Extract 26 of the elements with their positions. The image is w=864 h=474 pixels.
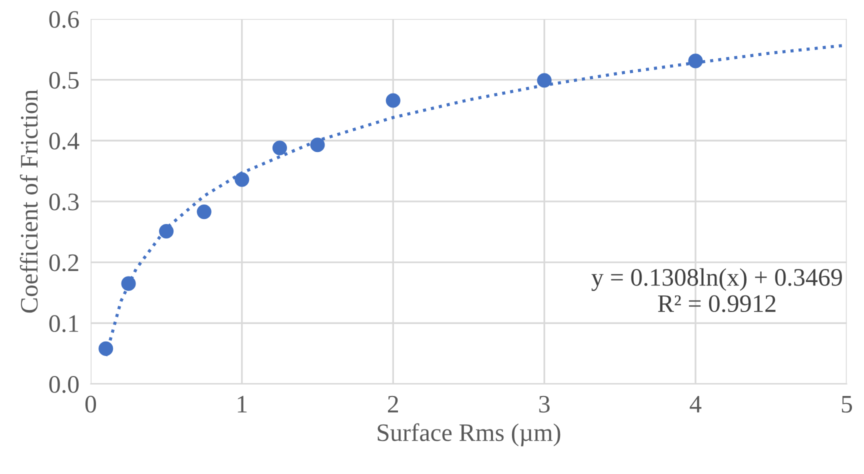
x-tick-label: 4 [690,396,702,412]
point [234,172,250,187]
point [310,138,325,152]
x-tick-label: 3 [539,396,550,413]
x-tick-label: 1 [238,396,247,412]
y-tick-label: 0.2 [49,254,78,272]
y-tick-label: 0.4 [49,132,80,150]
x-axis-title: Surface Rms (µm) [378,423,560,446]
y-tick-label: 0.5 [49,72,79,89]
point [159,224,174,239]
y-tick-label: 0.0 [49,376,79,393]
x-tick-label: 5 [842,396,852,413]
point [386,93,400,108]
point [121,276,136,291]
y-tick-label: 0.6 [49,11,79,28]
point [272,140,288,156]
x-tick-label: 0 [85,396,96,413]
y-tick-label: 0.3 [49,194,79,210]
point [537,73,552,88]
point [98,341,114,356]
y-axis-title: Coefficient of Friction [20,90,38,313]
annotation: y = 0.1308ln(x) + 0.3469 R² = 0.9912 [591,268,842,312]
x-tick-label: 2 [388,396,398,412]
point [196,204,212,220]
point [688,54,703,68]
y-tick-label: 0.1 [49,315,78,332]
